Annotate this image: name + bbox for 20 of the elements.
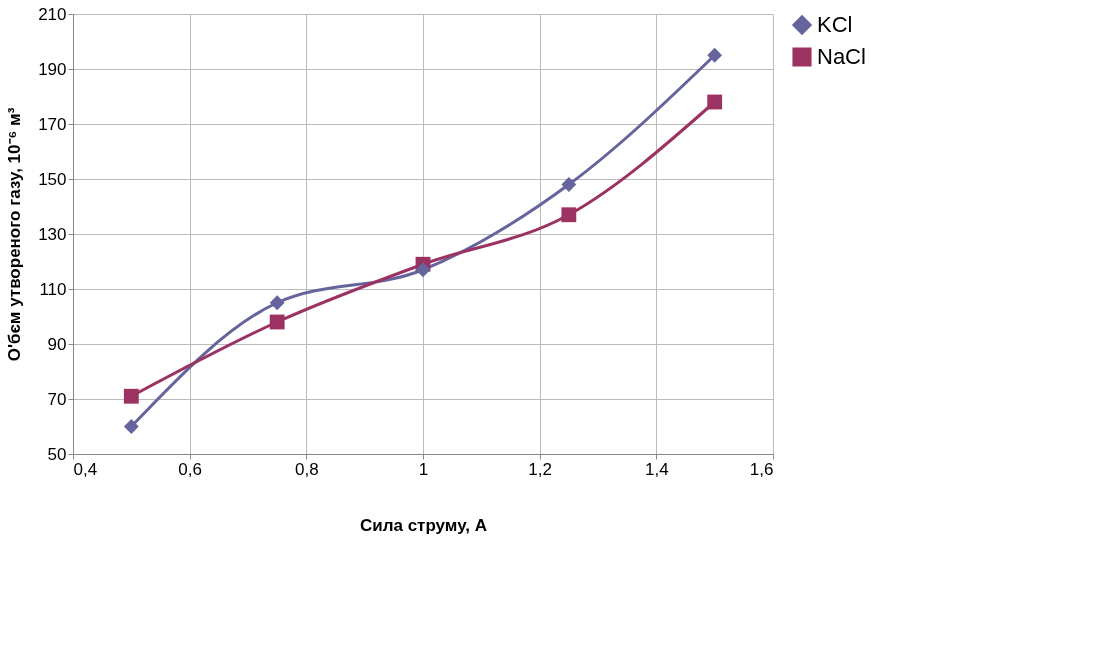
y-tick-label: 170 <box>38 114 67 134</box>
x-tick-label: 0,8 <box>295 459 319 479</box>
x-tick-label: 0,4 <box>73 459 98 479</box>
y-tick-label: 70 <box>47 389 67 409</box>
y-tick-label: 210 <box>38 4 67 24</box>
x-tick-label: 1,6 <box>749 459 774 479</box>
y-tick-label: 110 <box>39 279 67 299</box>
x-tick-label: 1,2 <box>528 459 552 479</box>
y-tick-label: 150 <box>38 169 67 189</box>
x-tick-label: 0,6 <box>178 459 202 479</box>
x-axis-title: Сила струму, А <box>359 515 488 535</box>
y-axis-title: О'бєм утвореного газу, 10⁻⁶ м³ <box>5 107 25 362</box>
legend-label: NaCl <box>817 44 866 69</box>
y-tick-label: 90 <box>47 334 67 354</box>
y-tick-label: 50 <box>47 444 67 464</box>
y-tick-label: 130 <box>38 224 67 244</box>
x-tick-label: 1,4 <box>645 459 669 479</box>
y-tick-label: 190 <box>38 59 67 79</box>
x-tick-label: 1 <box>418 459 429 479</box>
legend-label: KCl <box>817 12 853 37</box>
